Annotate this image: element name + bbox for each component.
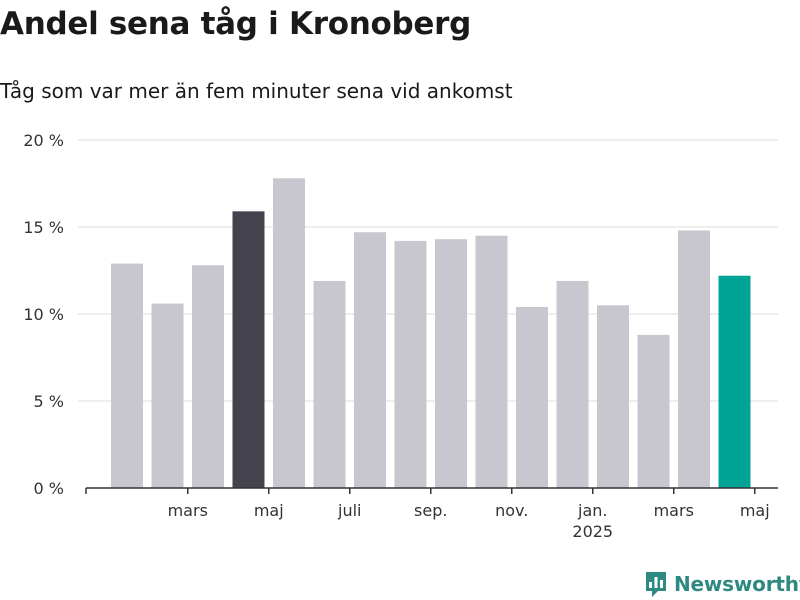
x-axis: mars maj juli sep. nov. jan. 2025 mars maj [85,487,778,541]
x-tick-year-label: 2025 [572,522,613,541]
x-tick-label: juli [337,501,361,520]
y-tick-label: 10 % [23,305,64,324]
bar [151,303,184,488]
bar [678,230,710,489]
y-tick-label: 15 % [23,218,64,237]
bar [192,265,224,488]
newsworthy-logo-icon [646,572,666,597]
grid-lines: 0 % 5 % 10 % 15 % 20 % [23,131,778,498]
bars [111,178,751,489]
bar [111,263,143,488]
brand-name: Newsworthy [674,572,800,596]
bar [273,178,305,488]
bar [597,305,629,488]
bar [475,235,508,488]
y-tick-label: 5 % [34,392,64,411]
y-tick-label: 0 % [34,479,64,498]
x-tick-label: mars [654,501,694,520]
bar [637,334,670,488]
bar [435,239,467,488]
bar [232,211,265,488]
bar [354,232,386,488]
x-tick-label: maj [740,501,770,520]
bar [556,280,589,488]
x-tick-label: maj [254,501,284,520]
bar [394,240,427,488]
x-tick-label: nov. [495,501,528,520]
y-tick-label: 20 % [23,131,64,150]
chart-title: Andel sena tåg i Kronoberg [0,6,471,42]
bar [516,307,548,488]
brand-logo: Newsworthy [644,568,800,600]
bar [313,280,346,488]
x-tick-label: mars [168,501,208,520]
chart-subtitle: Tåg som var mer än fem minuter sena vid … [0,79,513,103]
x-tick-label: sep. [414,501,447,520]
bar [718,275,751,488]
x-tick-label: jan. [577,501,607,520]
